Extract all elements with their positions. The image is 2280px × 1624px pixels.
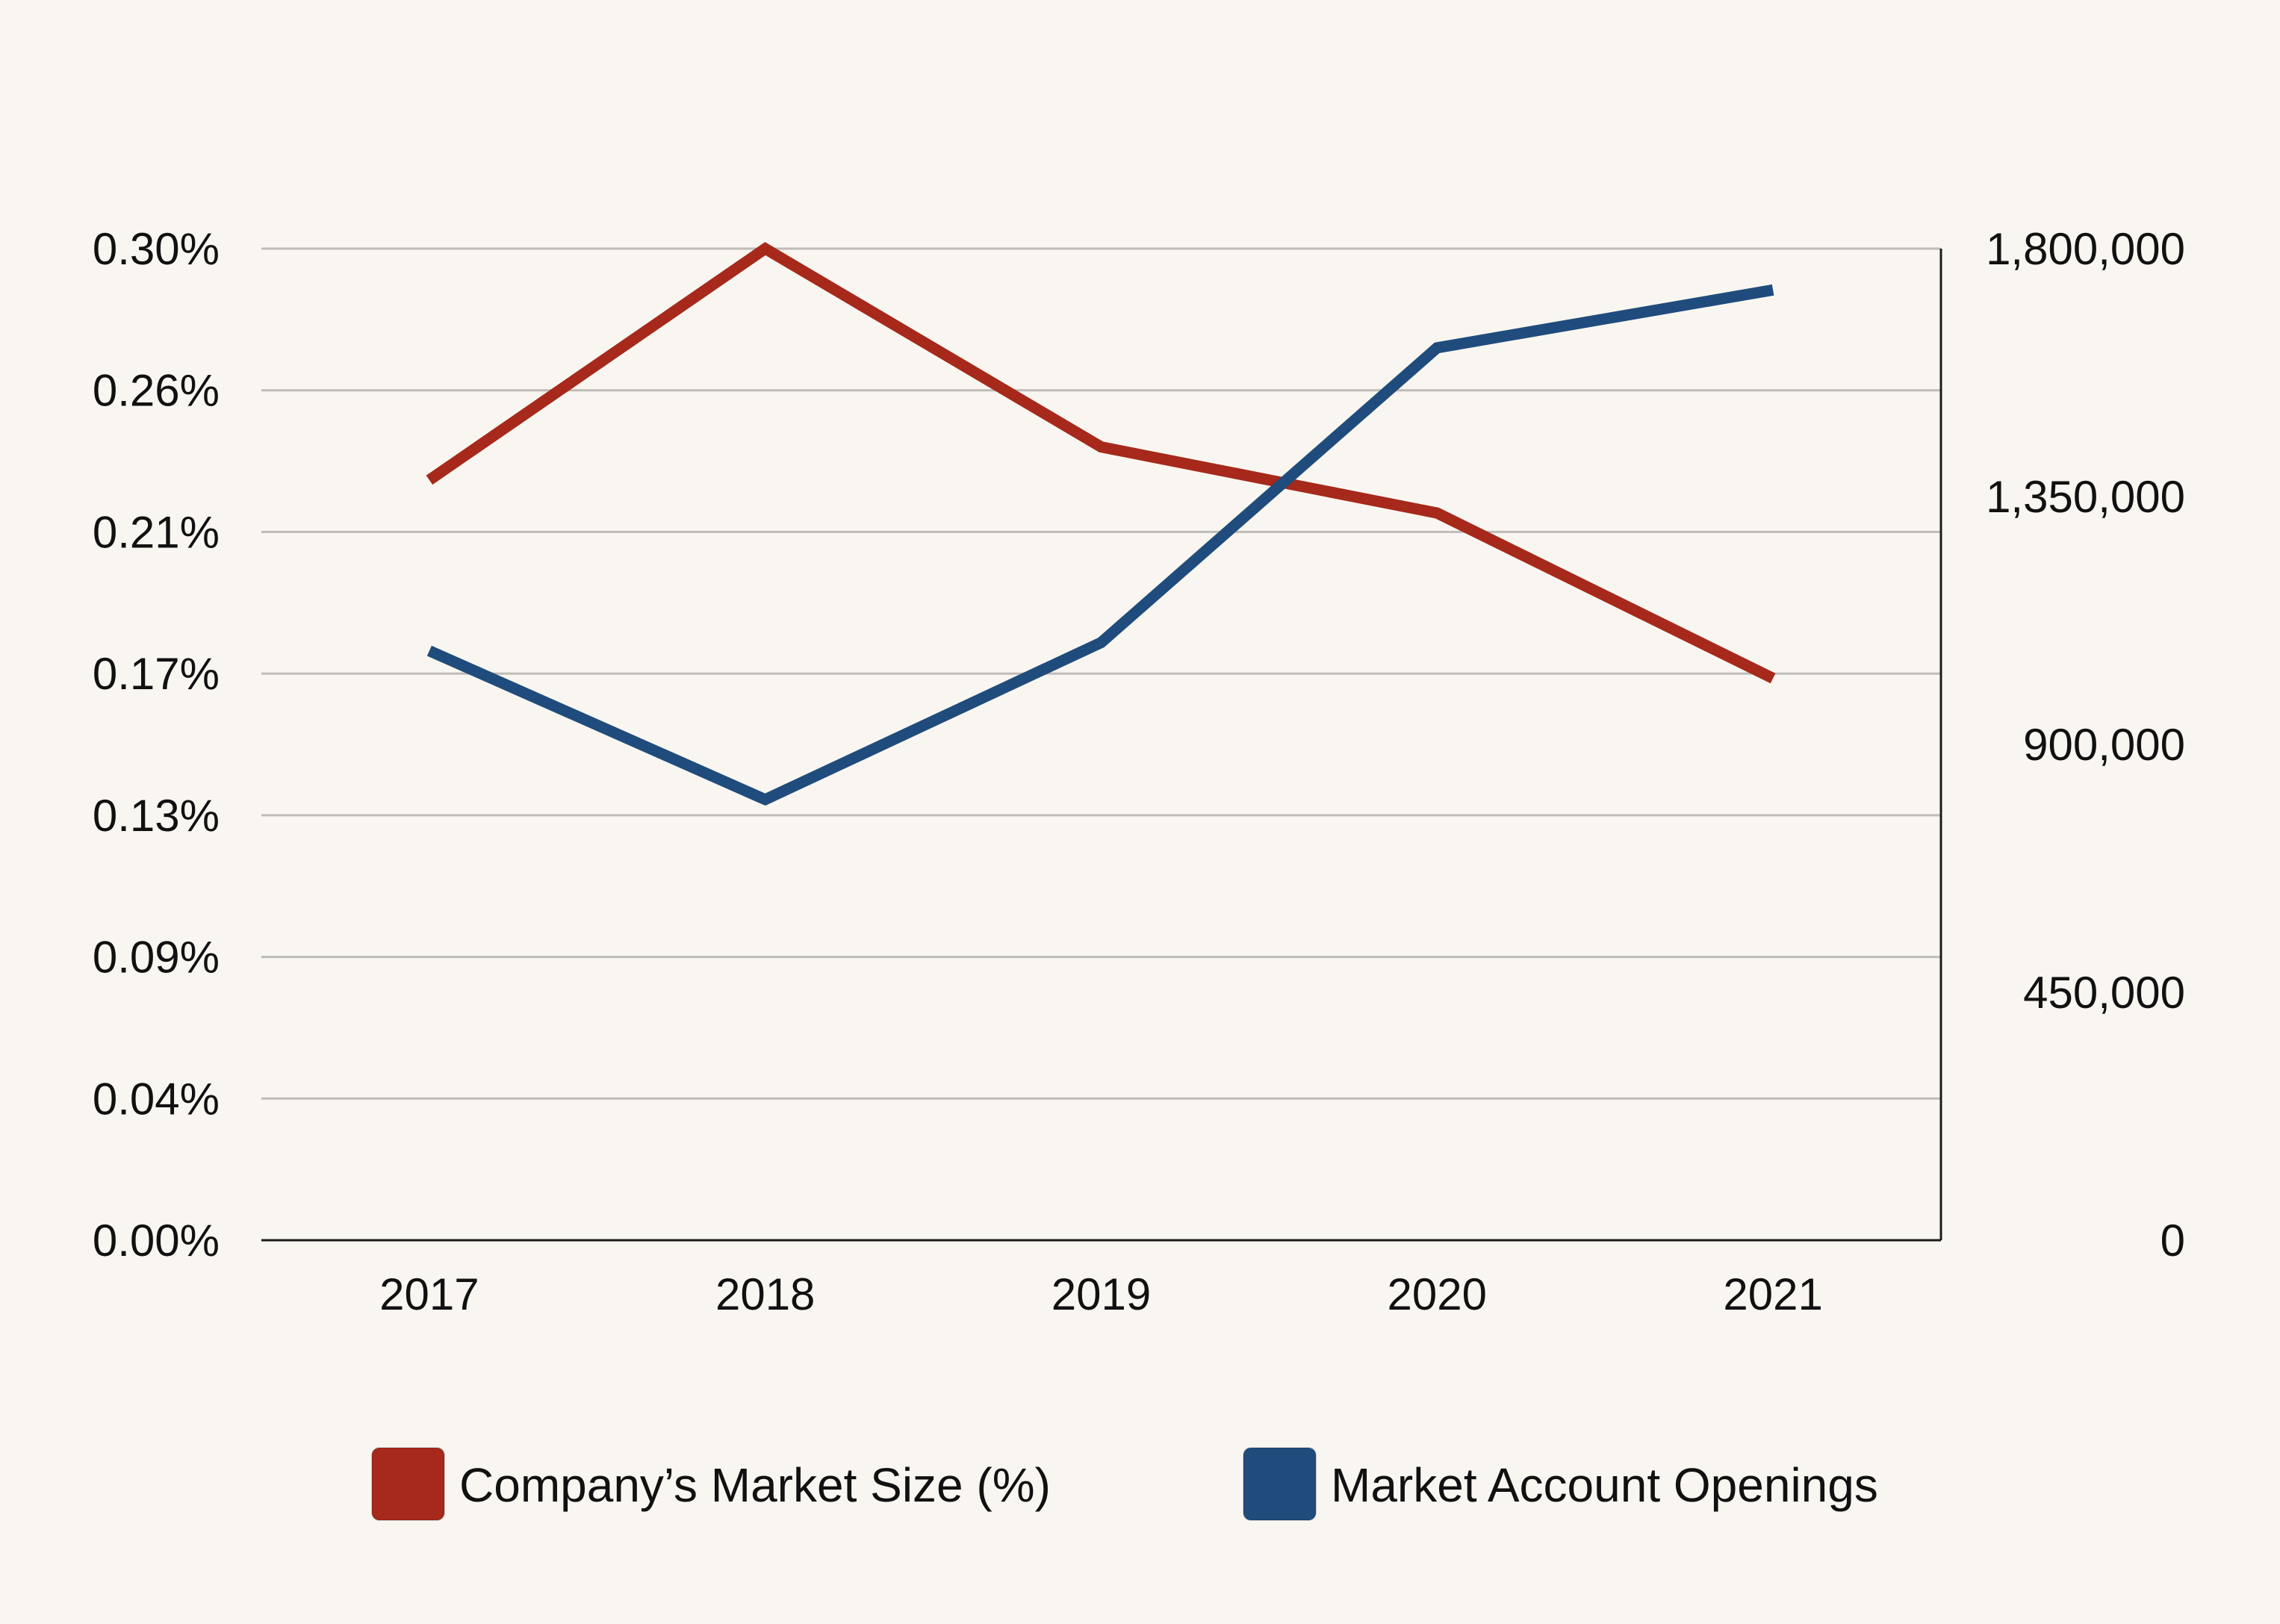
- x-tick-label: 2018: [715, 1269, 815, 1319]
- left-y-tick-label: 0.30%: [93, 224, 220, 274]
- left-y-tick-label: 0.17%: [93, 649, 220, 699]
- legend-swatch-account-openings: [1243, 1447, 1317, 1521]
- x-tick-label: 2021: [1723, 1269, 1822, 1319]
- legend-label-market-size: Company’s Market Size (%): [459, 1458, 1051, 1512]
- series-line-company-s-market-size: [426, 242, 1776, 684]
- left-y-tick-label: 0.09%: [93, 933, 220, 983]
- series-lines: [426, 242, 1776, 806]
- series-market-account-openings: [426, 284, 1774, 806]
- legend-item-account-openings: Market Account Openings: [1243, 1447, 1878, 1521]
- left-y-tick-label: 0.04%: [93, 1074, 220, 1124]
- series-line-market-account-openings: [426, 284, 1774, 806]
- x-tick-label: 2020: [1388, 1269, 1487, 1319]
- left-y-tick-label: 0.13%: [93, 791, 220, 841]
- right-y-tick-label: 1,800,000: [1986, 224, 2185, 274]
- series-company-s-market-size: [426, 242, 1776, 684]
- right-y-axis-tick-labels: 0 450,000 900,000 1,350,000 1,800,000: [1986, 224, 2185, 1266]
- x-tick-label: 2017: [379, 1269, 479, 1319]
- legend-swatch-market-size: [371, 1447, 445, 1521]
- legend-label-account-openings: Market Account Openings: [1331, 1458, 1878, 1512]
- right-y-tick-label: 450,000: [2023, 968, 2185, 1018]
- left-y-tick-label: 0.00%: [93, 1216, 220, 1266]
- axes: [261, 249, 1942, 1242]
- right-y-tick-label: 1,350,000: [1986, 472, 2185, 522]
- gridlines: [261, 247, 1941, 1100]
- right-y-tick-label: 0: [2161, 1216, 2185, 1266]
- left-y-axis-tick-labels: 0.00% 0.04% 0.09% 0.13% 0.17% 0.21% 0.26% 0.30%: [93, 224, 220, 1266]
- right-y-tick-label: 900,000: [2023, 720, 2185, 770]
- left-y-tick-label: 0.26%: [93, 366, 220, 416]
- x-axis-tick-labels: 2017 2018 2019 2020 2021: [379, 1269, 1823, 1319]
- left-y-tick-label: 0.21%: [93, 507, 220, 557]
- legend: Company’s Market Size (%) Market Account…: [371, 1447, 1878, 1521]
- x-tick-label: 2019: [1052, 1269, 1151, 1319]
- legend-item-market-size: Company’s Market Size (%): [371, 1447, 1051, 1521]
